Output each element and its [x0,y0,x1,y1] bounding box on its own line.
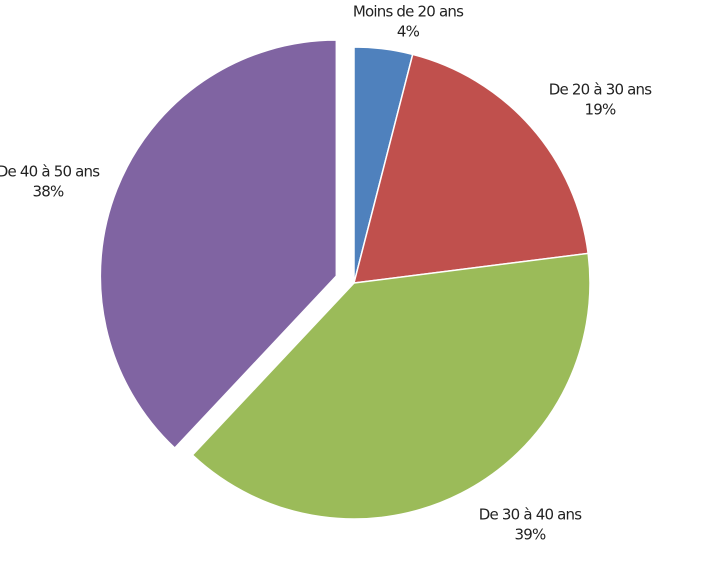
slice-label: De 20 à 30 ans [549,81,653,99]
pie-slice [352,53,589,284]
slice-value-label: 39% [515,526,546,544]
slice-label: De 30 à 40 ans [479,506,583,524]
pie-slice [191,252,591,520]
slice-value-label: 38% [33,183,64,201]
slice-label: Moins de 20 ans [353,3,464,21]
pie-slice [99,39,338,450]
slice-value-label: 19% [585,101,616,119]
slice-value-label: 4% [397,23,420,41]
slice-label: De 40 à 50 ans [0,163,100,181]
